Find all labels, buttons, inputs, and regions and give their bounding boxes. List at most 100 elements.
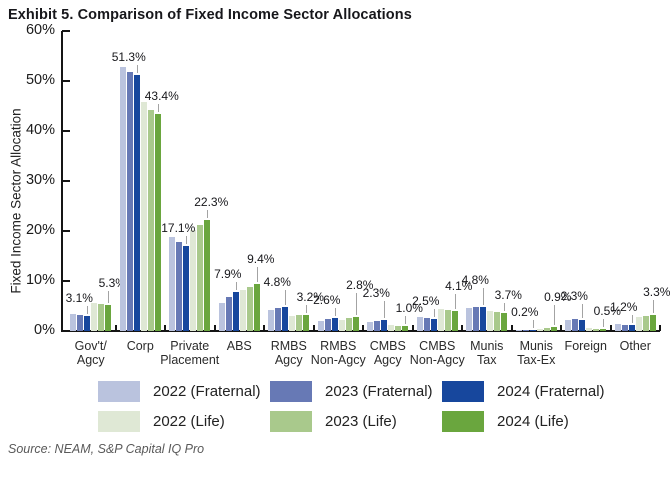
chart-title: Exhibit 5. Comparison of Fixed Income Se… bbox=[8, 7, 412, 23]
y-axis-tick-label: 60% bbox=[25, 22, 55, 38]
category-label: Foreign bbox=[564, 339, 607, 353]
bar-2024-life-munis bbox=[550, 326, 557, 331]
y-axis-tick-label: 10% bbox=[25, 272, 55, 288]
bar-2023-fraternal-munis bbox=[522, 330, 529, 331]
legend-swatch bbox=[270, 381, 312, 402]
label-leader-line bbox=[504, 302, 506, 311]
bar-2024-life-abs bbox=[253, 284, 260, 331]
legend-swatch bbox=[270, 411, 312, 432]
label-leader-line bbox=[136, 64, 138, 73]
data-label: 2.6% bbox=[313, 293, 341, 307]
category-label: Munis Tax bbox=[470, 339, 504, 367]
label-leader-line bbox=[652, 300, 654, 313]
bar-2022-fraternal-foreign bbox=[565, 320, 572, 331]
data-label: 3.7% bbox=[494, 287, 522, 302]
bar-2022-life-abs bbox=[239, 289, 246, 331]
label-leader-line bbox=[355, 293, 357, 315]
legend-label: 2024 (Life) bbox=[497, 413, 569, 430]
bar-2023-fraternal-private bbox=[176, 241, 183, 331]
x-axis-tick bbox=[560, 325, 562, 331]
data-label: 3.2% bbox=[296, 290, 324, 304]
data-label: 1.0% bbox=[395, 301, 423, 315]
bar-2023-life-rmbs bbox=[296, 315, 303, 331]
y-axis-tick bbox=[62, 230, 70, 232]
bar-2023-fraternal-other bbox=[621, 324, 628, 331]
bar-2022-fraternal-other bbox=[614, 324, 621, 331]
data-label: 4.8% bbox=[263, 275, 291, 289]
data-label: 17.1% bbox=[161, 220, 196, 235]
label-leader-line bbox=[256, 266, 258, 282]
data-label: 3.3% bbox=[643, 285, 671, 299]
bar-2023-life-cmbs bbox=[395, 325, 402, 331]
legend-label: 2023 (Fraternal) bbox=[325, 383, 433, 400]
data-label: 4.8% bbox=[461, 272, 489, 287]
label-leader-line bbox=[207, 209, 209, 218]
data-label: 43.4% bbox=[144, 89, 179, 103]
bar-2023-life-munis bbox=[494, 311, 501, 331]
x-axis-tick bbox=[659, 325, 661, 331]
chart-area: Fixed Income Sector Allocation 0% 10% 20% 3… bbox=[0, 22, 672, 375]
legend-item-2022-fraternal: 2022 (Fraternal) bbox=[98, 381, 270, 402]
data-label: 51.3% bbox=[111, 49, 146, 64]
data-label: 2.5% bbox=[412, 293, 440, 308]
bar-2023-fraternal-rmbs bbox=[275, 308, 282, 331]
y-axis-tick-label: 50% bbox=[25, 72, 55, 88]
legend-label: 2024 (Fraternal) bbox=[497, 383, 605, 400]
data-label: 2.3% bbox=[362, 286, 390, 300]
x-axis-tick bbox=[164, 325, 166, 331]
x-axis-tick bbox=[213, 325, 216, 331]
label-leader-line bbox=[306, 305, 308, 313]
category-label: Corp bbox=[126, 339, 154, 353]
bar-2023-fraternal-munis bbox=[473, 306, 480, 331]
data-label: 7.9% bbox=[214, 266, 242, 281]
label-leader-line bbox=[87, 305, 89, 314]
data-label: 2.8% bbox=[346, 278, 374, 292]
bar-2022-fraternal-corp bbox=[119, 66, 126, 331]
legend-label: 2022 (Fraternal) bbox=[153, 383, 261, 400]
source-note: Source: NEAM, S&P Capital IQ Pro bbox=[8, 442, 205, 456]
bar-2024-fraternal-munis bbox=[480, 307, 487, 331]
bar-2024-life-corp bbox=[154, 114, 161, 331]
bar-2022-fraternal-cmbs bbox=[367, 322, 374, 331]
bar-2023-life-foreign bbox=[593, 328, 600, 331]
legend-item-2023-life: 2023 (Life) bbox=[270, 411, 442, 432]
bar-2023-fraternal-gov-t bbox=[77, 314, 84, 331]
label-leader-line bbox=[285, 290, 287, 305]
bar-2022-life-rmbs bbox=[289, 316, 296, 331]
data-label: 2.3% bbox=[560, 288, 588, 303]
bar-2024-fraternal-other bbox=[628, 325, 635, 331]
bar-2023-fraternal-cmbs bbox=[374, 320, 381, 331]
label-leader-line bbox=[631, 315, 633, 323]
category-label: CMBS Non-Agcy bbox=[409, 339, 465, 367]
bar-2023-fraternal-cmbs bbox=[423, 317, 430, 331]
bar-2024-fraternal-rmbs bbox=[282, 307, 289, 331]
y-axis-tick-label: 30% bbox=[25, 172, 55, 188]
legend-label: 2023 (Life) bbox=[325, 413, 397, 430]
data-label: 22.3% bbox=[194, 194, 229, 209]
bar-2024-fraternal-cmbs bbox=[381, 319, 388, 331]
legend-item-2024-fraternal: 2024 (Fraternal) bbox=[442, 381, 614, 402]
bar-2024-fraternal-munis bbox=[529, 330, 536, 331]
bar-2022-life-corp bbox=[140, 101, 147, 331]
bar-2023-life-abs bbox=[246, 287, 253, 331]
label-leader-line bbox=[334, 308, 336, 316]
legend-swatch bbox=[442, 411, 484, 432]
bar-2022-fraternal-munis bbox=[466, 308, 473, 331]
y-axis-tick bbox=[62, 180, 70, 182]
category-label: Other bbox=[619, 339, 651, 353]
label-leader-line bbox=[384, 301, 386, 318]
y-axis-tick bbox=[62, 330, 70, 332]
x-axis-tick bbox=[609, 325, 612, 331]
bar-2024-life-gov-t bbox=[105, 304, 112, 331]
data-label: 0.9% bbox=[544, 290, 572, 304]
label-leader-line bbox=[108, 290, 110, 303]
bar-2024-fraternal-rmbs bbox=[331, 318, 338, 331]
bar-2023-life-cmbs bbox=[444, 309, 451, 331]
legend-swatch bbox=[98, 381, 140, 402]
x-axis-tick bbox=[114, 325, 117, 331]
legend: 2022 (Fraternal) 2023 (Fraternal) 2024 (Fr… bbox=[98, 381, 638, 432]
bar-2024-life-foreign bbox=[600, 328, 607, 331]
y-axis-tick bbox=[62, 30, 70, 32]
bar-2023-life-munis bbox=[543, 328, 550, 331]
